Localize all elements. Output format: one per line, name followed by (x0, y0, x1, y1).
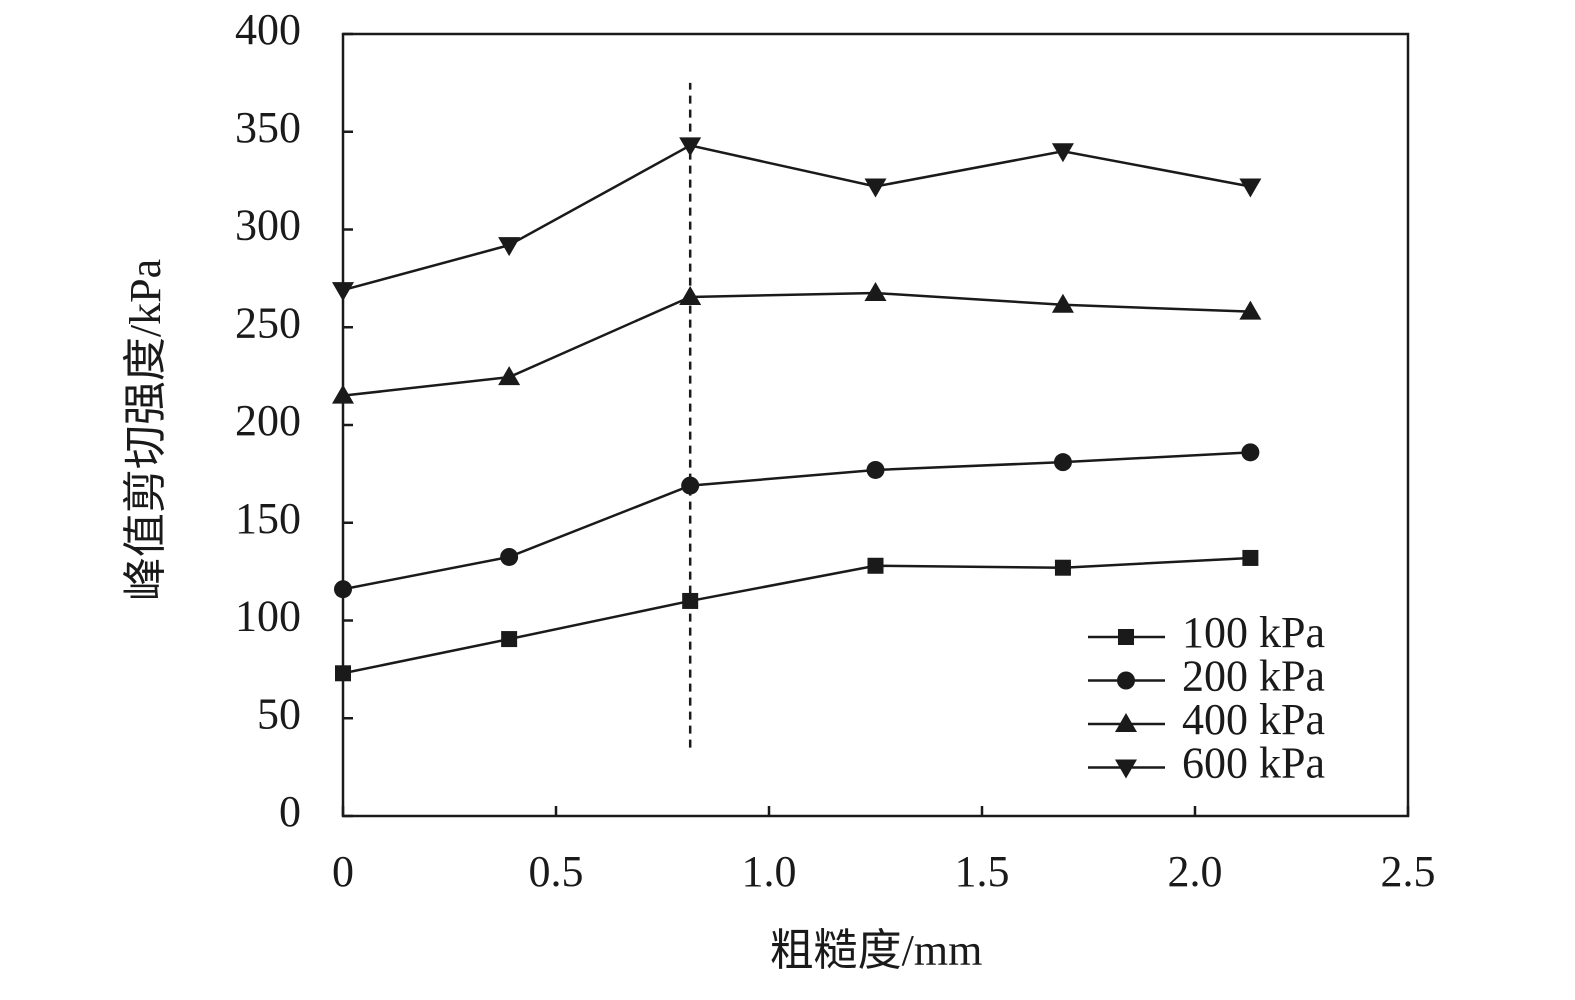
series-line (342, 144, 1251, 292)
series-line (342, 556, 1251, 675)
marker (1241, 443, 1260, 462)
marker (334, 580, 352, 599)
marker (866, 460, 885, 479)
x-tick-label: 0 (332, 847, 354, 896)
marker (1239, 178, 1262, 198)
marker (679, 137, 702, 157)
marker (681, 476, 700, 495)
y-tick-label: 200 (235, 396, 301, 445)
marker (501, 631, 518, 648)
y-tick-label: 0 (279, 787, 301, 836)
marker (332, 282, 354, 302)
y-tick-label: 350 (235, 103, 301, 152)
x-tick-label: 1.5 (955, 847, 1010, 896)
marker (498, 366, 521, 386)
marker (1242, 549, 1259, 566)
marker (864, 282, 887, 302)
marker (498, 237, 521, 257)
y-tick-label: 300 (235, 201, 301, 250)
x-tick-label: 1.0 (742, 847, 797, 896)
marker (335, 665, 351, 682)
marker (332, 384, 354, 404)
marker (1239, 300, 1262, 320)
x-tick-label: 0.5 (529, 847, 584, 896)
series-line (342, 451, 1251, 591)
legend-label: 200 kPa (1182, 652, 1325, 701)
marker (1117, 671, 1135, 690)
y-tick-label: 50 (257, 689, 301, 738)
y-tick-label: 400 (235, 5, 301, 54)
marker (867, 557, 884, 574)
marker (679, 285, 702, 305)
marker (500, 547, 519, 566)
y-axis-label: 峰值剪切强度/kPa (121, 259, 170, 601)
y-tick-label: 250 (235, 298, 301, 347)
x-tick-label: 2.5 (1381, 847, 1436, 896)
marker (1051, 143, 1074, 163)
x-axis-label: 粗糙度/mm (770, 926, 983, 975)
legend-label: 100 kPa (1182, 608, 1325, 657)
marker (1051, 293, 1074, 313)
y-tick-label: 150 (235, 494, 301, 543)
marker (1118, 629, 1134, 645)
marker (682, 592, 699, 609)
legend-label: 600 kPa (1182, 739, 1325, 788)
legend-label: 400 kPa (1182, 695, 1325, 744)
marker (1115, 759, 1137, 779)
marker (1053, 453, 1072, 472)
y-tick-label: 100 (235, 592, 301, 641)
series-line (342, 291, 1251, 397)
x-tick-label: 2.0 (1168, 847, 1223, 896)
marker (864, 178, 887, 198)
marker (1054, 559, 1071, 576)
marker (1115, 713, 1137, 732)
